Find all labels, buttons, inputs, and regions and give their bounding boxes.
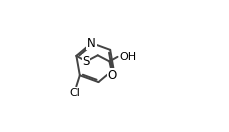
Text: N: N <box>87 37 96 50</box>
Text: S: S <box>82 55 90 68</box>
Text: OH: OH <box>119 52 136 62</box>
Text: Cl: Cl <box>70 88 81 98</box>
Text: O: O <box>107 69 117 82</box>
